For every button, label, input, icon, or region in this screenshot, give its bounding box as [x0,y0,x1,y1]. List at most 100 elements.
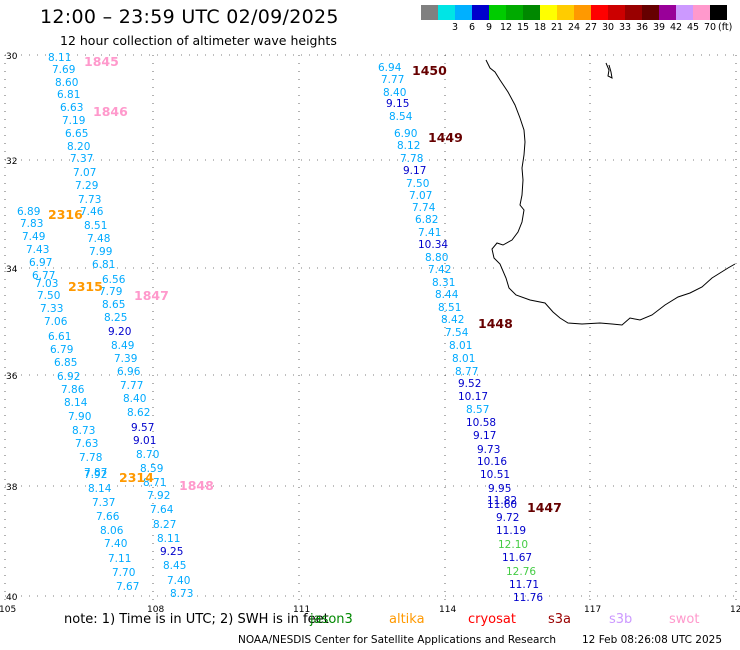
wave-height-value: 8.60 [55,77,78,89]
satellite-legend-cryosat: cryosat [468,612,516,627]
wave-height-value: 7.69 [52,64,75,76]
color-scale-label: 15 [516,22,530,33]
wave-height-value: 7.77 [381,74,404,86]
pass-time-labels: 1845 1846 2316 2315 1847 2314 1848 1450 1449 1448… [48,54,562,515]
longitude-label: 111 [293,605,310,615]
wave-height-value: 8.25 [104,312,127,324]
color-scale-swatch [455,5,472,20]
latitude-label: 40 [6,593,18,603]
wave-height-value: 6.81 [92,259,115,271]
wave-height-value: 7.29 [75,180,98,192]
wave-height-value: 7.79 [99,286,122,298]
wave-height-value: 7.50 [406,178,429,190]
wave-height-readings: 8.117.698.606.816.637.196.658.207.377.07… [17,52,543,604]
wave-height-value: 9.72 [496,512,519,524]
color-scale-swatch [591,5,608,20]
australia-coastline [485,59,736,326]
wave-height-value: 8.57 [466,404,489,416]
wave-height-value: 8.42 [441,314,464,326]
latitude-label: 34 [6,265,18,275]
color-scale-swatch [506,5,523,20]
satellite-legend-s3b: s3b [609,612,633,627]
wave-height-value: 7.11 [108,553,131,565]
pass-time-label: 1848 [179,478,214,493]
color-scale-label: 39 [652,22,666,33]
wave-height-value: 11.82 [487,495,517,507]
pass-time-label: 2315 [68,279,103,294]
wave-height-value: 7.40 [104,538,127,550]
longitude-label: 114 [439,605,456,615]
wave-height-value: 11.67 [502,552,532,564]
wave-height-value: 8.51 [438,302,461,314]
wave-height-value: 7.87 [84,467,107,479]
wave-height-value: 8.14 [64,397,88,409]
color-scale-label: 42 [669,22,683,33]
wave-height-value: 6.56 [102,274,126,286]
pass-time-label: 1846 [93,104,128,119]
wave-height-value: 8.59 [140,463,163,475]
satellite-legend-altika: altika [389,612,425,627]
wave-height-value: 7.83 [20,218,43,230]
wave-height-value: 6.97 [29,257,52,269]
wave-height-value: 9.73 [477,444,500,456]
wave-height-value: 9.01 [133,435,156,447]
wave-height-value: 9.52 [458,378,481,390]
wave-height-value: 6.96 [117,366,141,378]
pass-time-label: 2316 [48,207,83,222]
wave-height-value: 7.74 [412,202,436,214]
wave-height-value: 8.27 [153,519,176,531]
wave-height-value: 10.16 [477,456,507,468]
color-scale-label: 9 [485,22,493,33]
wave-height-value: 6.82 [415,214,438,226]
wave-height-value: 7.43 [26,244,49,256]
wave-height-value: 8.62 [127,407,150,419]
wave-height-value: 9.15 [386,98,409,110]
color-scale-swatch [608,5,625,20]
wave-height-value: 7.40 [167,575,190,587]
wave-height-value: 6.81 [57,89,80,101]
color-scale-label: 45 [686,22,700,33]
pass-time-label: 1449 [428,130,463,145]
wave-height-value: 9.17 [473,430,496,442]
wave-height-value: 7.07 [73,167,96,179]
wave-height-value: 7.70 [112,567,135,579]
wave-height-value: 7.67 [116,581,139,593]
legend-note: note: 1) Time is in UTC; 2) SWH is in fe… [64,612,329,627]
wave-height-value: 8.12 [397,140,420,152]
wave-height-value: 8.71 [143,477,166,489]
wave-height-value: 6.92 [57,371,80,383]
wave-height-value: 10.51 [480,469,510,481]
wave-height-value: 11.19 [496,525,526,537]
wave-height-value: 8.31 [432,277,455,289]
wave-height-value: 7.92 [84,469,107,481]
wave-height-value: 8.01 [449,340,472,352]
color-scale-swatch [421,5,438,20]
pass-time-label: 1450 [412,63,447,78]
wave-height-value: 7.66 [96,511,120,523]
wave-height-value: 6.89 [17,206,40,218]
wave-height-value: 7.03 [35,278,58,290]
wave-height-value: 6.61 [48,331,71,343]
wave-height-value: 7.37 [70,153,93,165]
color-scale-swatch [557,5,574,20]
map-grid: 30 32 34 36 38 40 105 108 111 114 117 120 [0,52,740,615]
wave-height-value: 8.77 [455,366,478,378]
wave-height-value: 8.51 [84,220,107,232]
wave-height-value: 8.70 [136,449,159,461]
wave-height-value: 8.20 [67,141,90,153]
wave-height-value: 7.63 [75,438,98,450]
wave-height-value: 9.25 [160,546,183,558]
wave-height-value: 7.07 [409,190,432,202]
pass-time-label: 1847 [134,288,169,303]
wave-height-value: 6.79 [50,344,73,356]
wave-height-value: 7.78 [400,153,423,165]
wave-height-value: 8.11 [157,533,180,545]
pass-time-label: 1447 [527,500,562,515]
wave-height-value: 9.20 [108,326,131,338]
wave-height-value: 6.77 [32,270,55,282]
wave-height-value: 7.92 [147,490,170,502]
note-text: note: 1) Time is in UTC; 2) SWH is in fe… [64,612,329,627]
wave-height-value: 8.80 [425,252,448,264]
color-scale-swatch [540,5,557,20]
wave-height-value: 7.50 [37,290,60,302]
